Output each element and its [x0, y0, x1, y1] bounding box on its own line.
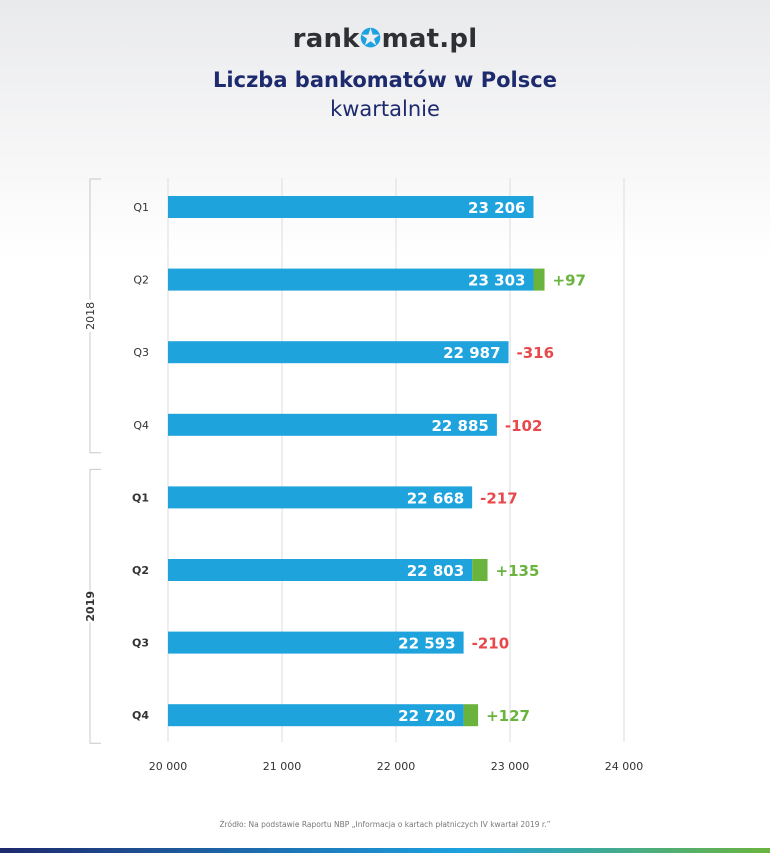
value-label: 22 593	[398, 635, 455, 653]
category-label: Q1	[133, 201, 149, 214]
logo-suffix: mat.pl	[381, 24, 478, 54]
bottom-accent-bar	[0, 848, 770, 853]
x-tick-label: 21 000	[263, 760, 302, 773]
source-note: Źródło: Na podstawie Raportu NBP „Inform…	[219, 820, 551, 829]
change-label: -102	[505, 417, 543, 435]
change-label: +97	[553, 272, 586, 290]
category-label: Q1	[132, 491, 149, 504]
star-icon: ✪	[359, 24, 382, 54]
bar	[168, 196, 534, 218]
logo-prefix: rank	[292, 24, 360, 54]
value-label: 23 303	[468, 272, 525, 290]
bar	[168, 631, 464, 654]
category-label: Q4	[132, 709, 149, 722]
group-label: 2018	[84, 302, 97, 330]
bar-increase	[472, 559, 488, 581]
group-label: 2019	[84, 591, 97, 622]
change-label: -316	[517, 344, 555, 362]
chart-subtitle: kwartalnie	[330, 97, 440, 121]
value-label: 22 668	[407, 489, 464, 507]
value-label: 23 206	[468, 199, 525, 217]
header: rank✪mat.pl Liczba bankomatów w Polsce k…	[0, 0, 770, 140]
bar	[168, 486, 473, 509]
bar-increase	[463, 704, 479, 727]
value-label: 22 803	[407, 562, 464, 580]
value-label: 22 720	[398, 707, 455, 725]
x-tick-label: 20 000	[149, 760, 188, 773]
change-label: +135	[496, 562, 540, 580]
x-tick-label: 23 000	[491, 760, 530, 773]
logo: rank✪mat.pl	[0, 24, 770, 54]
x-tick-label: 22 000	[377, 760, 416, 773]
bar	[168, 559, 473, 581]
bar	[168, 341, 509, 364]
category-label: Q2	[132, 564, 149, 577]
x-tick-label: 24 000	[605, 760, 644, 773]
category-label: Q2	[133, 274, 149, 287]
bar	[168, 413, 497, 436]
chart-title: Liczba bankomatów w Polsce	[213, 68, 557, 92]
group-bracket-gap	[84, 299, 96, 332]
change-label: -217	[480, 489, 518, 507]
category-label: Q4	[133, 419, 149, 432]
value-label: 22 885	[431, 417, 488, 435]
change-label: -210	[472, 635, 510, 653]
bar-increase	[533, 268, 545, 291]
change-label: +127	[486, 707, 530, 725]
category-label: Q3	[132, 637, 149, 650]
category-label: Q3	[133, 346, 149, 359]
bar	[168, 704, 464, 727]
group-bracket-gap	[84, 590, 96, 623]
value-label: 22 987	[443, 344, 500, 362]
bar	[168, 268, 534, 291]
